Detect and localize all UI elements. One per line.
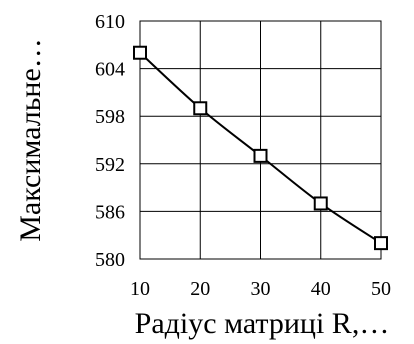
x-tick-label: 50 — [371, 278, 391, 300]
data-point-marker — [313, 196, 328, 211]
y-tick-label: 598 — [95, 106, 125, 128]
y-tick-label: 610 — [95, 11, 125, 33]
plot-frame — [139, 20, 382, 260]
x-axis-title: Радіус матриці R,… — [135, 307, 390, 340]
y-tick-label: 592 — [95, 154, 125, 176]
data-point-marker — [133, 45, 147, 60]
series-markers — [133, 45, 388, 251]
data-point-marker — [193, 101, 208, 116]
y-tick-label: 586 — [95, 201, 125, 223]
x-tick-labels: 10 20 30 40 50 — [130, 278, 391, 300]
x-tick-label: 30 — [251, 278, 271, 300]
x-tick-label: 10 — [130, 278, 150, 300]
data-point-marker — [374, 236, 388, 251]
y-tick-label: 604 — [95, 59, 125, 81]
x-tick-label: 40 — [311, 278, 331, 300]
grid-lines — [139, 20, 382, 260]
x-tick-label: 20 — [190, 278, 210, 300]
y-tick-labels: 580 586 592 598 604 610 — [95, 11, 125, 271]
y-tick-label: 580 — [95, 249, 125, 271]
data-point-marker — [253, 148, 268, 163]
y-axis-title: Максимальне… — [14, 38, 47, 242]
